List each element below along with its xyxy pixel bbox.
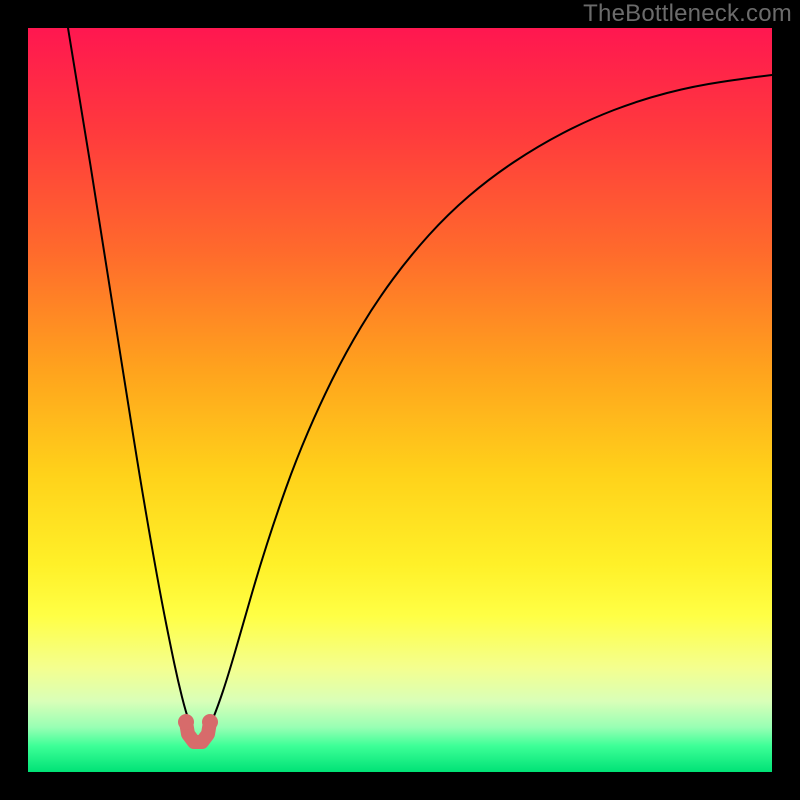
watermark-text: TheBottleneck.com — [583, 0, 792, 28]
plot-svg — [28, 28, 772, 772]
u-marker-cap-left — [178, 714, 194, 730]
gradient-background — [28, 28, 772, 772]
u-marker-cap-right — [202, 714, 218, 730]
plot-area — [28, 28, 772, 772]
